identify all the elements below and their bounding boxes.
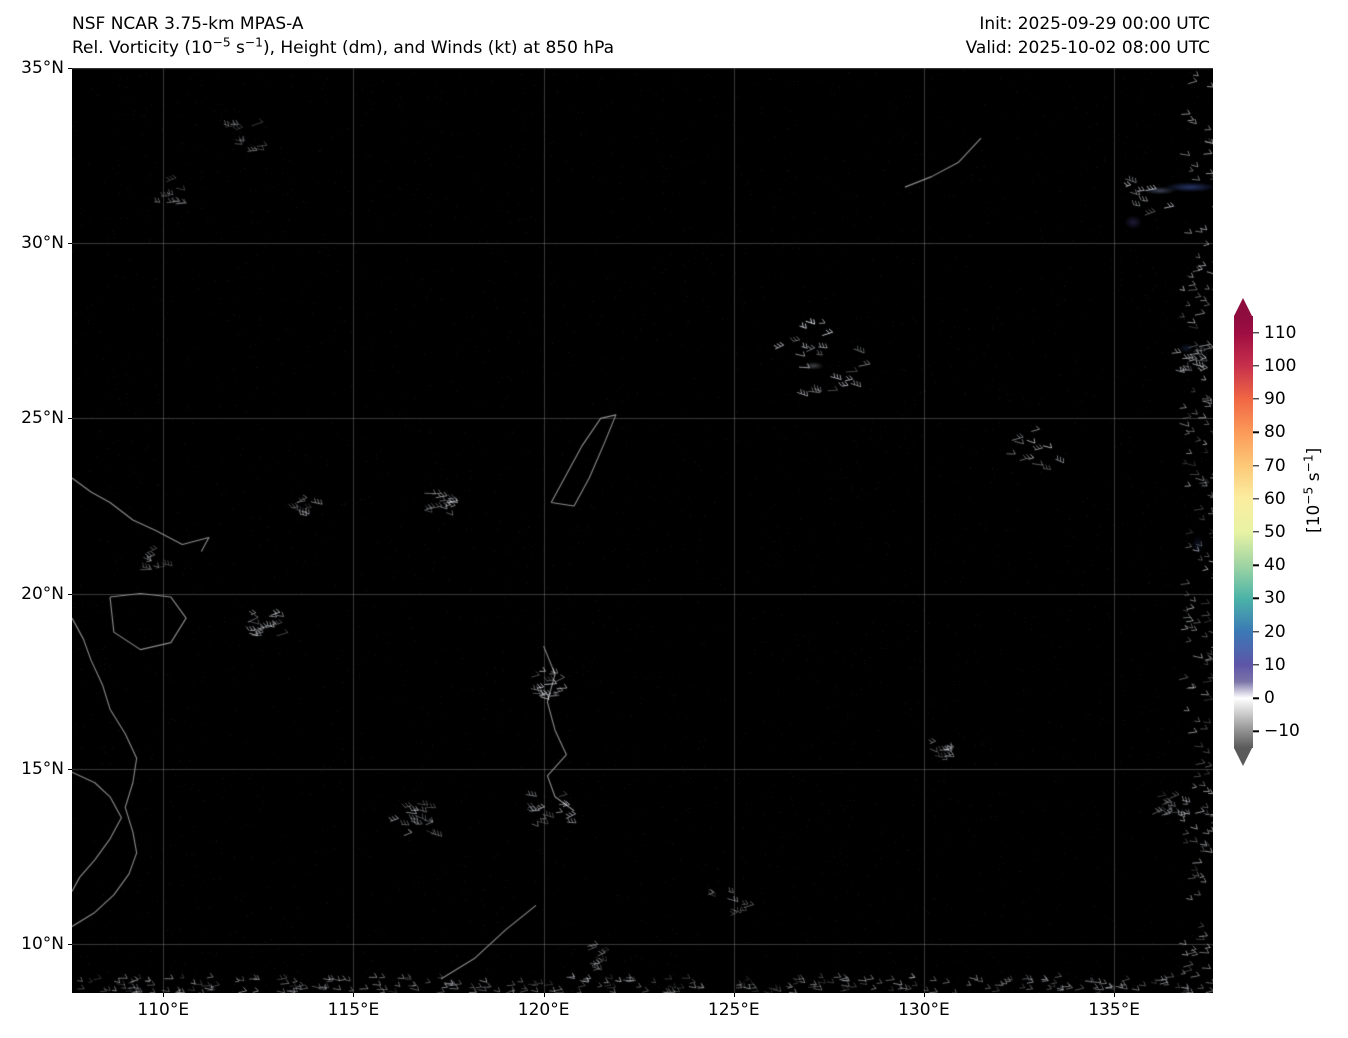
- unit-exponent-2: −1: [1301, 454, 1316, 473]
- field-description: Rel. Vorticity (10−5 s−1), Height (dm), …: [72, 36, 614, 60]
- header-right-block: Init: 2025-09-29 00:00 UTC Valid: 2025-1…: [966, 12, 1210, 60]
- ytick-label-25N: 25°N: [21, 408, 64, 429]
- colorbar-unit-label: [10−5 s−1]: [1301, 447, 1324, 533]
- xtick-mark: [543, 993, 545, 997]
- field-exponent-2: −1: [244, 35, 263, 50]
- colorbar-tick-mark: [1253, 697, 1259, 699]
- colorbar-tick-label-60: 60: [1264, 488, 1286, 509]
- xtick-mark: [163, 993, 165, 997]
- colorbar-tick-mark: [1253, 730, 1259, 733]
- colorbar-tick-label-90: 90: [1264, 389, 1286, 410]
- xtick-label-130E: 130°E: [898, 1000, 950, 1020]
- colorbar-tick-mark: [1253, 597, 1259, 600]
- colorbar-shaft: [1234, 316, 1253, 748]
- ytick-mark: [68, 68, 72, 69]
- colorbar-tick-label-40: 40: [1264, 555, 1286, 576]
- colorbar-tick-mark: [1253, 531, 1259, 533]
- valid-time-label: Valid: 2025-10-02 08:00 UTC: [965, 38, 1210, 58]
- ytick-mark: [68, 243, 72, 245]
- colorbar-tick-label-30: 30: [1264, 588, 1286, 609]
- ytick-label-15N: 15°N: [21, 758, 64, 779]
- xtick-mark: [733, 993, 735, 997]
- ytick-label-10N: 10°N: [21, 933, 64, 954]
- ytick-mark: [68, 418, 72, 420]
- colorbar-tick-label-neg10: −10: [1264, 721, 1300, 742]
- colorbar-tick-mark: [1253, 664, 1259, 666]
- colorbar-tick-mark: [1253, 498, 1259, 500]
- unit-exponent-1: −5: [1301, 486, 1316, 505]
- ytick-mark: [68, 768, 72, 770]
- xtick-label-120E: 120°E: [517, 1000, 570, 1020]
- colorbar-tick-mark: [1253, 630, 1259, 633]
- colorbar-tick-label-70: 70: [1264, 455, 1286, 476]
- xtick-label-135E: 135°E: [1088, 1000, 1140, 1020]
- xtick-mark: [923, 993, 925, 997]
- field-mid: s: [230, 38, 245, 58]
- map-plot-area[interactable]: [72, 68, 1213, 993]
- ytick-mark: [68, 943, 72, 945]
- vorticity-field-canvas: [72, 68, 1213, 993]
- colorbar-tick-label-50: 50: [1264, 522, 1286, 542]
- colorbar-gradient: [1234, 316, 1253, 748]
- ytick-label-20N: 20°N: [21, 583, 64, 604]
- colorbar-tick-label-20: 20: [1264, 621, 1286, 642]
- field-prefix: Rel. Vorticity (10: [72, 38, 213, 58]
- header-left-block: NSF NCAR 3.75-km MPAS-A Rel. Vorticity (…: [72, 12, 614, 60]
- colorbar-extend-arrow-bottom: [1234, 748, 1252, 766]
- colorbar-tick-label-110: 110: [1264, 322, 1297, 343]
- xtick-label-115E: 115°E: [327, 1000, 380, 1020]
- unit-open: [10: [1304, 504, 1324, 533]
- xtick-mark: [353, 993, 355, 997]
- xtick-label-110E: 110°E: [137, 1000, 190, 1020]
- colorbar-tick-label-100: 100: [1264, 355, 1297, 376]
- colorbar-tick-mark: [1253, 398, 1259, 400]
- model-title: NSF NCAR 3.75-km MPAS-A: [72, 14, 304, 34]
- xtick-mark: [1114, 993, 1116, 997]
- field-suffix: ), Height (dm), and Winds (kt) at 850 hP…: [262, 38, 614, 58]
- colorbar-tick-label-0: 0: [1264, 688, 1275, 709]
- colorbar[interactable]: −10 0 10 20 30 40 50 60 70 80 90 100 110: [1234, 298, 1334, 766]
- ytick-mark: [68, 593, 72, 595]
- field-exponent-1: −5: [212, 35, 231, 50]
- colorbar-extend-arrow-top: [1234, 298, 1252, 316]
- unit-close: ]: [1304, 447, 1324, 455]
- ytick-label-30N: 30°N: [21, 233, 64, 254]
- ytick-label-35N: 35°N: [21, 58, 64, 78]
- colorbar-tick-label-10: 10: [1264, 654, 1286, 675]
- colorbar-tick-mark: [1253, 365, 1259, 367]
- colorbar-tick-label-80: 80: [1264, 422, 1286, 443]
- unit-mid: s: [1304, 472, 1324, 487]
- init-time-label: Init: 2025-09-29 00:00 UTC: [979, 14, 1210, 34]
- colorbar-tick-mark: [1253, 431, 1259, 433]
- colorbar-tick-mark: [1253, 464, 1259, 467]
- colorbar-tick-mark: [1253, 564, 1259, 566]
- xtick-label-125E: 125°E: [707, 1000, 760, 1020]
- colorbar-tick-mark: [1253, 331, 1259, 334]
